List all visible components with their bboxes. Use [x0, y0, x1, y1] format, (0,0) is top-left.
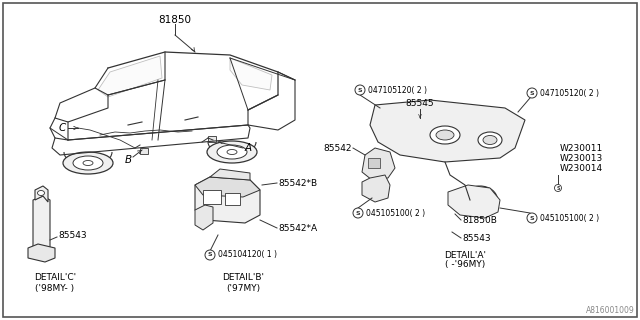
Ellipse shape: [83, 161, 93, 165]
Text: 045105100( 2 ): 045105100( 2 ): [366, 209, 425, 218]
Ellipse shape: [478, 132, 502, 148]
Polygon shape: [230, 58, 272, 90]
Ellipse shape: [436, 130, 454, 140]
Text: 85542*A: 85542*A: [278, 223, 317, 233]
Text: S: S: [556, 186, 560, 190]
Polygon shape: [448, 185, 500, 218]
Polygon shape: [195, 177, 260, 223]
Text: ( -'96MY): ( -'96MY): [445, 260, 485, 269]
Ellipse shape: [463, 186, 497, 214]
Ellipse shape: [207, 141, 257, 163]
Ellipse shape: [470, 192, 490, 208]
Ellipse shape: [38, 190, 45, 196]
Text: ('98MY- ): ('98MY- ): [35, 284, 75, 292]
Polygon shape: [370, 100, 525, 162]
Ellipse shape: [217, 145, 247, 159]
Text: 85543: 85543: [58, 230, 86, 239]
Text: S: S: [208, 252, 212, 258]
Text: W230013: W230013: [560, 154, 604, 163]
Polygon shape: [210, 169, 250, 180]
Polygon shape: [362, 175, 390, 202]
Text: S: S: [358, 87, 362, 92]
Text: W230011: W230011: [560, 143, 604, 153]
Bar: [203, 190, 221, 204]
Circle shape: [355, 85, 365, 95]
Text: DETAIL'A': DETAIL'A': [444, 251, 486, 260]
Circle shape: [527, 88, 537, 98]
Text: 047105120( 2 ): 047105120( 2 ): [368, 85, 427, 94]
Text: S: S: [356, 211, 360, 215]
Text: A: A: [244, 143, 252, 153]
Ellipse shape: [430, 126, 460, 144]
Polygon shape: [98, 56, 162, 97]
Polygon shape: [195, 205, 213, 230]
Polygon shape: [362, 148, 395, 180]
Ellipse shape: [227, 149, 237, 155]
Ellipse shape: [63, 152, 113, 174]
Text: 045105100( 2 ): 045105100( 2 ): [540, 213, 599, 222]
Text: 047105120( 2 ): 047105120( 2 ): [540, 89, 599, 98]
Text: 85542*B: 85542*B: [278, 179, 317, 188]
Polygon shape: [28, 244, 55, 262]
Polygon shape: [33, 196, 50, 252]
Text: W230014: W230014: [560, 164, 603, 172]
Text: C: C: [58, 123, 66, 133]
Text: 81850B: 81850B: [462, 215, 497, 225]
Ellipse shape: [483, 135, 497, 145]
Text: ('97MY): ('97MY): [226, 284, 260, 292]
Text: 81850: 81850: [159, 15, 191, 25]
Bar: [368, 158, 380, 168]
Bar: [225, 193, 240, 205]
Circle shape: [205, 250, 215, 260]
Text: A816001009: A816001009: [586, 306, 635, 315]
Text: 85543: 85543: [462, 234, 491, 243]
Text: DETAIL'C': DETAIL'C': [34, 274, 76, 283]
Text: DETAIL'B': DETAIL'B': [222, 274, 264, 283]
Polygon shape: [195, 177, 260, 197]
Text: S: S: [530, 215, 534, 220]
Text: 85542: 85542: [323, 143, 352, 153]
Polygon shape: [35, 186, 48, 202]
Circle shape: [527, 213, 537, 223]
Circle shape: [353, 208, 363, 218]
Circle shape: [554, 185, 561, 191]
Text: B: B: [124, 155, 132, 165]
Text: 045104120( 1 ): 045104120( 1 ): [218, 251, 277, 260]
Text: S: S: [530, 91, 534, 95]
Text: 85545: 85545: [406, 99, 435, 108]
Ellipse shape: [73, 156, 103, 170]
Bar: [208, 136, 216, 142]
Bar: [140, 148, 148, 154]
